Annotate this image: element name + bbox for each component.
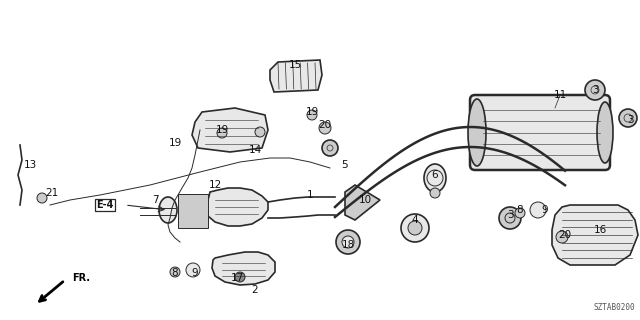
Text: 16: 16 xyxy=(593,225,607,235)
Text: 3: 3 xyxy=(507,210,513,220)
Polygon shape xyxy=(212,252,275,285)
Circle shape xyxy=(515,208,525,218)
Ellipse shape xyxy=(468,99,486,166)
Text: 20: 20 xyxy=(559,230,572,240)
Circle shape xyxy=(342,236,354,248)
Circle shape xyxy=(186,263,200,277)
Text: 13: 13 xyxy=(24,160,36,170)
Circle shape xyxy=(217,128,227,138)
Text: 6: 6 xyxy=(432,170,438,180)
Text: 19: 19 xyxy=(168,138,182,148)
Text: E-4: E-4 xyxy=(96,200,114,210)
Text: 3: 3 xyxy=(592,85,598,95)
Text: 15: 15 xyxy=(289,60,301,70)
Ellipse shape xyxy=(597,102,613,163)
Text: 12: 12 xyxy=(209,180,221,190)
Circle shape xyxy=(408,221,422,235)
Text: 14: 14 xyxy=(248,145,262,155)
Text: 20: 20 xyxy=(319,120,332,130)
Text: 1: 1 xyxy=(307,190,314,200)
Circle shape xyxy=(307,110,317,120)
Polygon shape xyxy=(206,188,268,226)
Text: 7: 7 xyxy=(152,195,158,205)
Circle shape xyxy=(530,202,546,218)
Text: 10: 10 xyxy=(358,195,372,205)
Text: 9: 9 xyxy=(192,268,198,278)
Text: 8: 8 xyxy=(172,268,179,278)
Polygon shape xyxy=(178,194,208,228)
Text: 21: 21 xyxy=(45,188,59,198)
Circle shape xyxy=(319,122,331,134)
Text: FR.: FR. xyxy=(72,273,90,283)
Polygon shape xyxy=(552,205,638,265)
Circle shape xyxy=(170,267,180,277)
Text: 18: 18 xyxy=(341,240,355,250)
Text: 2: 2 xyxy=(252,285,259,295)
Text: 5: 5 xyxy=(342,160,348,170)
Text: 19: 19 xyxy=(216,125,228,135)
Ellipse shape xyxy=(424,164,446,192)
Text: 17: 17 xyxy=(230,273,244,283)
Ellipse shape xyxy=(159,197,177,223)
Text: 11: 11 xyxy=(554,90,566,100)
Circle shape xyxy=(37,193,47,203)
Circle shape xyxy=(499,207,521,229)
Circle shape xyxy=(235,272,245,282)
Polygon shape xyxy=(345,185,380,220)
Polygon shape xyxy=(192,108,268,152)
Circle shape xyxy=(336,230,360,254)
Circle shape xyxy=(585,80,605,100)
Text: 3: 3 xyxy=(627,115,634,125)
Circle shape xyxy=(619,109,637,127)
Circle shape xyxy=(556,231,568,243)
Polygon shape xyxy=(270,60,322,92)
Circle shape xyxy=(430,188,440,198)
Text: 4: 4 xyxy=(412,215,419,225)
Text: 8: 8 xyxy=(516,205,524,215)
FancyBboxPatch shape xyxy=(470,95,610,170)
Text: 9: 9 xyxy=(541,205,548,215)
Circle shape xyxy=(322,140,338,156)
Text: SZTAB0200: SZTAB0200 xyxy=(593,303,635,312)
Text: 19: 19 xyxy=(305,107,319,117)
Circle shape xyxy=(401,214,429,242)
Circle shape xyxy=(255,127,265,137)
